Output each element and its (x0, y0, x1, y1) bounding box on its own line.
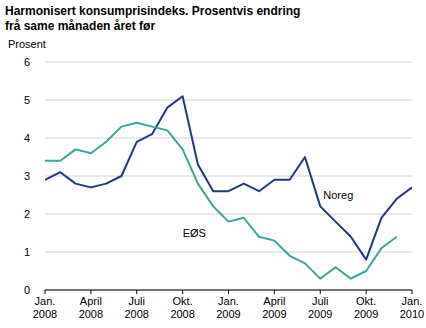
series-line (45, 123, 397, 279)
plot-area (45, 96, 412, 278)
grid-line (45, 138, 412, 139)
x-tick-label: Jan.2009 (216, 295, 240, 320)
grid-line (45, 214, 412, 215)
grid-line (45, 176, 412, 177)
x-tick-label: Juli2008 (125, 295, 149, 320)
y-tick-label: 1 (24, 246, 30, 258)
x-tick (136, 290, 137, 294)
x-tick (320, 290, 321, 294)
x-tick (182, 290, 183, 294)
grid-line (45, 252, 412, 253)
chart: Harmonisert konsumprisindeks. Prosentvis… (0, 0, 426, 328)
x-tick (228, 290, 229, 294)
y-tick-label: 2 (24, 208, 30, 220)
y-tick-label: 6 (24, 56, 30, 68)
x-tick (366, 290, 367, 294)
x-tick-label: April2009 (262, 295, 286, 320)
y-tick-label: 3 (24, 170, 30, 182)
x-tick (45, 290, 46, 294)
x-tick-label: Okt.2008 (170, 295, 194, 320)
series-label: Noreg (323, 189, 353, 201)
y-tick-label: 4 (24, 132, 30, 144)
x-tick-label: Jan.2010 (400, 295, 424, 320)
grid-line (45, 62, 412, 63)
title: Harmonisert konsumprisindeks. Prosentvis… (5, 4, 300, 33)
x-tick (412, 290, 413, 294)
grid-line (45, 100, 412, 101)
y-tick-label: 5 (24, 94, 30, 106)
series-line (45, 96, 412, 259)
x-tick-label: Juli2009 (308, 295, 332, 320)
x-tick (90, 290, 91, 294)
x-tick (274, 290, 275, 294)
x-tick-label: April2008 (79, 295, 103, 320)
x-tick-label: Okt.2009 (354, 295, 378, 320)
x-tick-label: Jan.2008 (33, 295, 57, 320)
series-label: EØS (183, 227, 206, 239)
y-tick-label: 0 (24, 284, 30, 296)
y-axis-label: Prosent (8, 38, 46, 50)
